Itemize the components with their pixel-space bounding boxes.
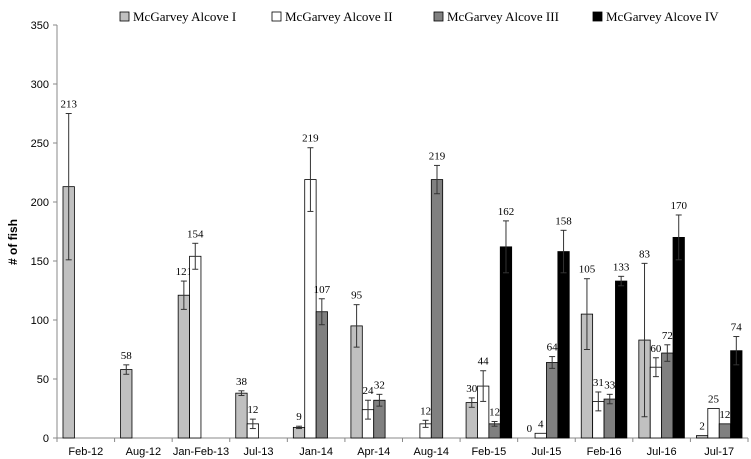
bar [177, 294, 190, 439]
bar [120, 369, 133, 439]
data-label: 213 [60, 99, 77, 111]
bar [315, 311, 328, 439]
legend-swatch [592, 11, 603, 22]
y-tick-label: 150 [31, 256, 49, 268]
bar [707, 408, 720, 439]
data-label: 170 [670, 200, 687, 212]
data-label: 31 [593, 377, 604, 389]
bar [189, 255, 202, 439]
bar [235, 392, 248, 439]
y-tick-label: 350 [31, 20, 49, 32]
y-tick-label: 200 [31, 197, 49, 209]
data-label: 107 [314, 284, 331, 296]
legend-label: McGarvey Alcove IV [606, 9, 719, 24]
bar [465, 402, 478, 439]
data-label: 219 [302, 133, 319, 145]
x-tick-label: Jan-Feb-13 [173, 446, 229, 458]
x-tick-label: Jul-17 [704, 446, 734, 458]
data-label: 72 [662, 330, 673, 342]
legend-swatch [119, 11, 130, 22]
x-tick-label: Feb-15 [471, 446, 506, 458]
data-label: 219 [429, 150, 446, 162]
data-label: 0 [527, 423, 533, 435]
data-label: 95 [351, 290, 363, 302]
x-tick-label: Feb-12 [68, 446, 103, 458]
bar [430, 179, 444, 439]
x-tick-label: Jul-16 [647, 446, 677, 458]
bar [499, 246, 513, 439]
data-label: 162 [498, 206, 515, 218]
legend-label: McGarvey Alcove III [447, 9, 559, 24]
data-label: 154 [187, 228, 204, 240]
data-label: 12 [247, 404, 258, 416]
legend: McGarvey Alcove I McGarvey Alcove II McGar… [119, 9, 719, 24]
data-label: 83 [639, 248, 651, 260]
data-label: 158 [555, 215, 572, 227]
bar [304, 179, 317, 439]
bar [546, 362, 559, 439]
y-tick-label: 100 [31, 315, 49, 327]
x-tick-label: Jan-14 [299, 446, 333, 458]
data-label: 32 [374, 379, 385, 391]
x-tick-label: Jul-15 [531, 446, 561, 458]
y-tick-label: 50 [37, 374, 49, 386]
data-label: 105 [579, 264, 596, 276]
y-tick-label: 300 [31, 79, 49, 91]
data-label: 12 [719, 409, 730, 421]
y-axis-title: # of fish [6, 219, 20, 265]
x-tick-label: Jul-13 [244, 446, 274, 458]
bar [649, 366, 663, 439]
data-label: 4 [538, 418, 544, 430]
data-label: 38 [236, 376, 248, 388]
x-tick-label: Apr-14 [357, 446, 390, 458]
legend-swatch [271, 11, 282, 22]
bar [534, 432, 547, 439]
bar [672, 236, 685, 439]
data-label: 12 [420, 405, 431, 417]
data-label: 9 [296, 411, 302, 423]
data-label: 25 [708, 394, 720, 406]
x-tick-label: Aug-14 [414, 446, 449, 458]
data-label: 24 [363, 385, 375, 397]
data-label: 58 [121, 350, 133, 362]
bar [696, 435, 709, 439]
x-tick-label: Feb-16 [587, 446, 622, 458]
data-label: 44 [478, 356, 490, 368]
bar [661, 352, 674, 439]
x-tick-label: Aug-12 [126, 446, 161, 458]
legend-label: McGarvey Alcove II [285, 9, 393, 24]
data-label: 2 [699, 421, 705, 433]
bar [615, 280, 628, 439]
data-label: 30 [466, 383, 478, 395]
data-label: 64 [547, 342, 559, 354]
data-label: 133 [613, 261, 630, 273]
bar [718, 423, 732, 439]
legend-swatch [433, 11, 444, 22]
data-label: 121 [176, 266, 193, 278]
y-tick-label: 0 [43, 433, 49, 445]
data-label: 12 [489, 406, 500, 418]
bar [557, 251, 570, 439]
legend-label: McGarvey Alcove I [133, 9, 236, 24]
data-label: 33 [604, 379, 616, 391]
bar [603, 398, 616, 439]
data-label: 60 [650, 343, 662, 355]
data-label: 74 [731, 322, 743, 334]
y-tick-label: 250 [31, 138, 49, 150]
